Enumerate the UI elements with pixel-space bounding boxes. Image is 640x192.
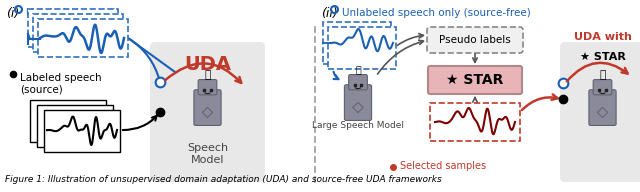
Text: 🧊: 🧊	[355, 66, 361, 75]
FancyBboxPatch shape	[33, 14, 123, 52]
Text: Unlabeled speech only (source-free): Unlabeled speech only (source-free)	[342, 8, 531, 18]
FancyBboxPatch shape	[37, 105, 113, 147]
FancyBboxPatch shape	[349, 74, 367, 90]
FancyBboxPatch shape	[344, 85, 372, 120]
FancyBboxPatch shape	[428, 66, 522, 94]
FancyBboxPatch shape	[38, 19, 128, 57]
Text: Selected samples: Selected samples	[400, 161, 486, 171]
FancyBboxPatch shape	[328, 27, 396, 69]
Text: (ii): (ii)	[321, 7, 338, 20]
Text: Figure 1: Illustration of unsupervised domain adaptation (UDA) and source-free U: Figure 1: Illustration of unsupervised d…	[5, 175, 442, 184]
FancyBboxPatch shape	[194, 90, 221, 125]
Text: Unlabeled speech: Unlabeled speech	[26, 8, 119, 18]
FancyBboxPatch shape	[593, 79, 612, 95]
Text: 🔥: 🔥	[599, 70, 605, 80]
Text: Speech
Model: Speech Model	[187, 143, 228, 165]
FancyBboxPatch shape	[430, 103, 520, 141]
FancyBboxPatch shape	[198, 79, 217, 95]
FancyBboxPatch shape	[323, 22, 391, 64]
FancyArrowPatch shape	[378, 40, 424, 74]
Text: Pseudo labels: Pseudo labels	[439, 35, 511, 45]
FancyBboxPatch shape	[30, 100, 106, 142]
FancyBboxPatch shape	[560, 42, 640, 182]
Text: (i): (i)	[6, 7, 19, 20]
FancyArrowPatch shape	[333, 72, 339, 79]
FancyArrowPatch shape	[165, 64, 241, 83]
FancyBboxPatch shape	[28, 9, 118, 47]
Text: Large Speech Model: Large Speech Model	[312, 121, 404, 130]
Text: 🔥: 🔥	[204, 70, 211, 80]
FancyArrowPatch shape	[397, 34, 424, 45]
Text: ★ STAR: ★ STAR	[446, 73, 504, 87]
Text: ★ STAR: ★ STAR	[580, 52, 625, 62]
Text: UDA: UDA	[184, 55, 231, 74]
FancyArrowPatch shape	[567, 63, 628, 81]
FancyBboxPatch shape	[44, 110, 120, 152]
FancyArrowPatch shape	[131, 40, 159, 79]
FancyBboxPatch shape	[427, 27, 523, 53]
FancyBboxPatch shape	[589, 90, 616, 125]
Text: UDA with: UDA with	[573, 32, 632, 42]
FancyArrowPatch shape	[522, 94, 557, 110]
Text: Labeled speech
(source): Labeled speech (source)	[20, 73, 102, 95]
FancyArrowPatch shape	[123, 116, 157, 130]
FancyBboxPatch shape	[150, 42, 265, 182]
